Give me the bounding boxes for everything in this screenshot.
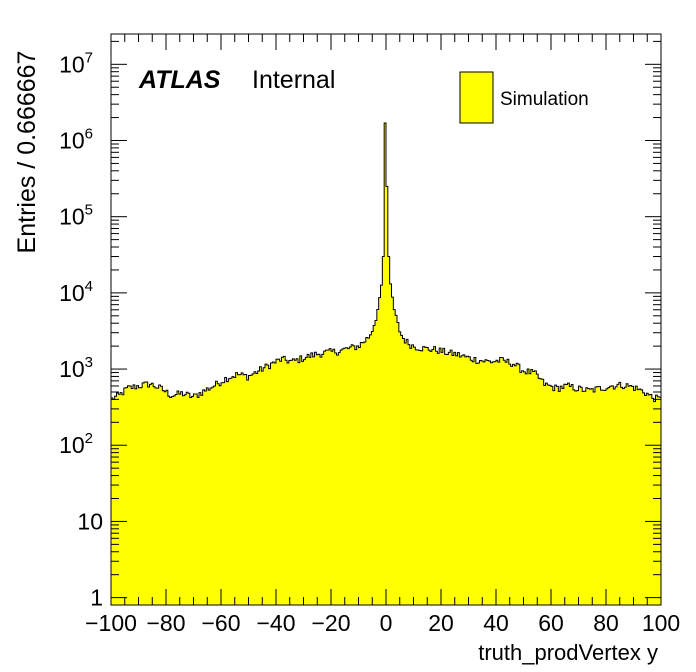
x-tick-label: 40 bbox=[483, 610, 509, 636]
legend-label-simulation: Simulation bbox=[500, 89, 589, 110]
x-tick-label: −40 bbox=[256, 610, 295, 636]
y-tick-label: 102 bbox=[59, 430, 93, 458]
x-tick-label: −80 bbox=[146, 610, 185, 636]
tick-labels: −100 −80 −60 −40 −20 0 20 40 60 80 100 1 10 102 103 104… bbox=[59, 49, 680, 636]
x-tick-label: 100 bbox=[642, 610, 680, 636]
x-tick-label: 60 bbox=[538, 610, 564, 636]
legend: Simulation bbox=[459, 71, 589, 124]
atlas-label: ATLAS bbox=[138, 66, 221, 94]
x-tick-label: 0 bbox=[380, 610, 393, 636]
y-tick-label: 104 bbox=[59, 278, 93, 306]
y-tick-label: 1 bbox=[90, 585, 103, 611]
x-tick-label: 80 bbox=[593, 610, 619, 636]
histogram-outline bbox=[111, 122, 661, 403]
y-tick-label: 103 bbox=[59, 354, 93, 382]
internal-label: Internal bbox=[252, 66, 335, 94]
axis-ticks bbox=[110, 34, 662, 605]
histogram-fill bbox=[111, 123, 662, 606]
y-tick-label: 105 bbox=[59, 202, 93, 230]
x-tick-label: −60 bbox=[201, 610, 240, 636]
y-tick-label: 10 bbox=[77, 508, 103, 534]
x-tick-label: 20 bbox=[428, 610, 454, 636]
y-tick-label: 106 bbox=[59, 126, 93, 154]
y-axis-label: Entries / 0.666667 bbox=[13, 51, 41, 254]
x-tick-label: −100 bbox=[85, 610, 137, 636]
x-tick-label: −20 bbox=[311, 610, 350, 636]
y-tick-label: 107 bbox=[59, 49, 93, 77]
legend-swatch bbox=[459, 71, 494, 124]
x-axis-label: truth_prodVertex y bbox=[478, 640, 658, 665]
